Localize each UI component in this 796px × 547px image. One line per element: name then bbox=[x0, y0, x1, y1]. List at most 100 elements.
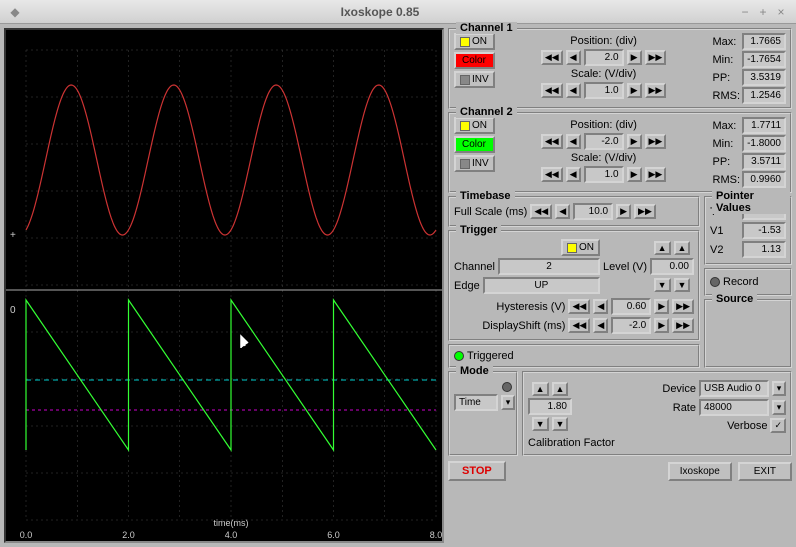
device-dropdown-button[interactable]: ▾ bbox=[772, 381, 786, 396]
trigger-on-toggle[interactable]: ON bbox=[561, 239, 600, 256]
close-icon[interactable]: × bbox=[774, 5, 788, 19]
oscilloscope-display[interactable]: +0time(ms)0.02.04.06.08.0 bbox=[4, 28, 444, 543]
timebase-next-button[interactable]: ▶ bbox=[616, 204, 631, 219]
hyst-prev-button[interactable]: ◀ bbox=[593, 299, 608, 314]
ch1-pos-prev-button[interactable]: ◀ bbox=[566, 50, 581, 65]
record-label[interactable]: Record bbox=[723, 276, 758, 288]
calib-up1-button[interactable]: ▲ bbox=[532, 382, 549, 396]
ch2-max-label: Max: bbox=[713, 120, 737, 132]
verbose-checkbox[interactable]: ✓ bbox=[770, 418, 786, 433]
ch2-on-toggle[interactable]: ON bbox=[454, 117, 495, 134]
ch1-scale-label: Scale: (V/div) bbox=[571, 68, 636, 80]
pointer-values-panel: Pointer Values T3.02 V1-1.53 V21.13 bbox=[704, 196, 792, 265]
ch1-inv-toggle[interactable]: INV bbox=[454, 71, 495, 88]
trigger-edge-value[interactable]: UP bbox=[483, 277, 600, 294]
source-title: Source bbox=[712, 293, 757, 305]
timebase-last-button[interactable]: ▶▶ bbox=[634, 204, 656, 219]
level-up1-button[interactable]: ▲ bbox=[654, 241, 671, 255]
mode-title: Mode bbox=[456, 365, 493, 377]
level-dn1-button[interactable]: ▼ bbox=[654, 278, 671, 292]
hyst-first-button[interactable]: ◀◀ bbox=[568, 299, 590, 314]
verbose-label: Verbose bbox=[727, 420, 767, 432]
off-indicator-icon bbox=[460, 75, 470, 85]
mode-value[interactable]: Time bbox=[454, 394, 498, 411]
device-label: Device bbox=[662, 383, 696, 395]
ch1-min-label: Min: bbox=[713, 54, 734, 66]
rate-label: Rate bbox=[673, 402, 696, 414]
ch2-color-button[interactable]: Color bbox=[454, 136, 495, 153]
ixoskope-button[interactable]: Ixoskope bbox=[668, 462, 732, 481]
displayshift-label: DisplayShift (ms) bbox=[482, 320, 565, 332]
ch2-pos-prev-button[interactable]: ◀ bbox=[566, 134, 581, 149]
exit-button[interactable]: EXIT bbox=[738, 462, 792, 481]
ch2-scale-value[interactable]: 1.0 bbox=[584, 166, 624, 183]
ch2-pos-last-button[interactable]: ▶▶ bbox=[645, 134, 667, 149]
ch2-position-value[interactable]: -2.0 bbox=[584, 133, 624, 150]
shift-prev-button[interactable]: ◀ bbox=[593, 318, 608, 333]
minimize-icon[interactable]: − bbox=[738, 5, 752, 19]
app-menu-icon[interactable]: ◆ bbox=[8, 5, 22, 19]
rate-dropdown-button[interactable]: ▾ bbox=[772, 400, 786, 415]
ch2-inv-toggle[interactable]: INV bbox=[454, 155, 495, 172]
pointer-v1-value: -1.53 bbox=[742, 222, 786, 239]
hyst-last-button[interactable]: ▶▶ bbox=[672, 299, 694, 314]
ch2-pos-next-button[interactable]: ▶ bbox=[627, 134, 642, 149]
ch1-rms-label: RMS: bbox=[713, 90, 741, 102]
trigger-channel-value[interactable]: 2 bbox=[498, 258, 600, 275]
shift-next-button[interactable]: ▶ bbox=[654, 318, 669, 333]
ch1-scale-last-button[interactable]: ▶▶ bbox=[645, 83, 667, 98]
timebase-first-button[interactable]: ◀◀ bbox=[530, 204, 552, 219]
stop-button[interactable]: STOP bbox=[448, 461, 506, 481]
level-dn2-button[interactable]: ▼ bbox=[674, 278, 691, 292]
device-field[interactable] bbox=[699, 380, 769, 397]
off-indicator-icon bbox=[460, 159, 470, 169]
trigger-level-value[interactable]: 0.00 bbox=[650, 258, 694, 275]
displayshift-value[interactable]: -2.0 bbox=[611, 317, 651, 334]
channel-1-title: Channel 1 bbox=[456, 22, 517, 34]
ch1-scale-prev-button[interactable]: ◀ bbox=[566, 83, 581, 98]
timebase-prev-button[interactable]: ◀ bbox=[555, 204, 570, 219]
calib-dn1-button[interactable]: ▼ bbox=[532, 417, 549, 431]
calibration-value[interactable]: 1.80 bbox=[528, 398, 572, 415]
svg-text:4.0: 4.0 bbox=[225, 530, 238, 540]
ch2-scale-prev-button[interactable]: ◀ bbox=[566, 167, 581, 182]
ch2-pos-first-button[interactable]: ◀◀ bbox=[541, 134, 563, 149]
timebase-value[interactable]: 10.0 bbox=[573, 203, 613, 220]
on-indicator-icon bbox=[567, 243, 577, 253]
maximize-icon[interactable]: + bbox=[756, 5, 770, 19]
ch1-pos-next-button[interactable]: ▶ bbox=[627, 50, 642, 65]
ch2-scale-label: Scale: (V/div) bbox=[571, 152, 636, 164]
ch1-color-button[interactable]: Color bbox=[454, 52, 495, 69]
ch2-scale-last-button[interactable]: ▶▶ bbox=[645, 167, 667, 182]
ch2-scale-next-button[interactable]: ▶ bbox=[627, 167, 642, 182]
record-led-icon bbox=[710, 277, 720, 287]
calib-up2-button[interactable]: ▲ bbox=[552, 382, 569, 396]
ch1-scale-next-button[interactable]: ▶ bbox=[627, 83, 642, 98]
rate-field[interactable] bbox=[699, 399, 769, 416]
svg-text:time(ms): time(ms) bbox=[214, 518, 249, 528]
shift-first-button[interactable]: ◀◀ bbox=[568, 318, 590, 333]
svg-text:6.0: 6.0 bbox=[327, 530, 340, 540]
shift-last-button[interactable]: ▶▶ bbox=[672, 318, 694, 333]
channel-2-title: Channel 2 bbox=[456, 106, 517, 118]
svg-text:2.0: 2.0 bbox=[122, 530, 135, 540]
level-up2-button[interactable]: ▲ bbox=[674, 241, 691, 255]
ch1-position-value[interactable]: 2.0 bbox=[584, 49, 624, 66]
mode-dropdown-button[interactable]: ▾ bbox=[501, 395, 515, 410]
ch2-pp-value: 3.5711 bbox=[742, 153, 786, 170]
on-indicator-icon bbox=[460, 37, 470, 47]
hysteresis-value[interactable]: 0.60 bbox=[611, 298, 651, 315]
ch2-scale-first-button[interactable]: ◀◀ bbox=[541, 167, 563, 182]
calib-dn2-button[interactable]: ▼ bbox=[552, 417, 569, 431]
hyst-next-button[interactable]: ▶ bbox=[654, 299, 669, 314]
ch1-pp-value: 3.5319 bbox=[742, 69, 786, 86]
ch1-pos-last-button[interactable]: ▶▶ bbox=[645, 50, 667, 65]
ch2-min-value: -1.8000 bbox=[742, 135, 786, 152]
ch2-max-value: 1.7711 bbox=[742, 117, 786, 134]
ch1-min-value: -1.7654 bbox=[742, 51, 786, 68]
ch1-scale-value[interactable]: 1.0 bbox=[584, 82, 624, 99]
ch1-on-toggle[interactable]: ON bbox=[454, 33, 495, 50]
ch1-position-label: Position: (div) bbox=[570, 35, 637, 47]
ch1-pos-first-button[interactable]: ◀◀ bbox=[541, 50, 563, 65]
ch1-scale-first-button[interactable]: ◀◀ bbox=[541, 83, 563, 98]
